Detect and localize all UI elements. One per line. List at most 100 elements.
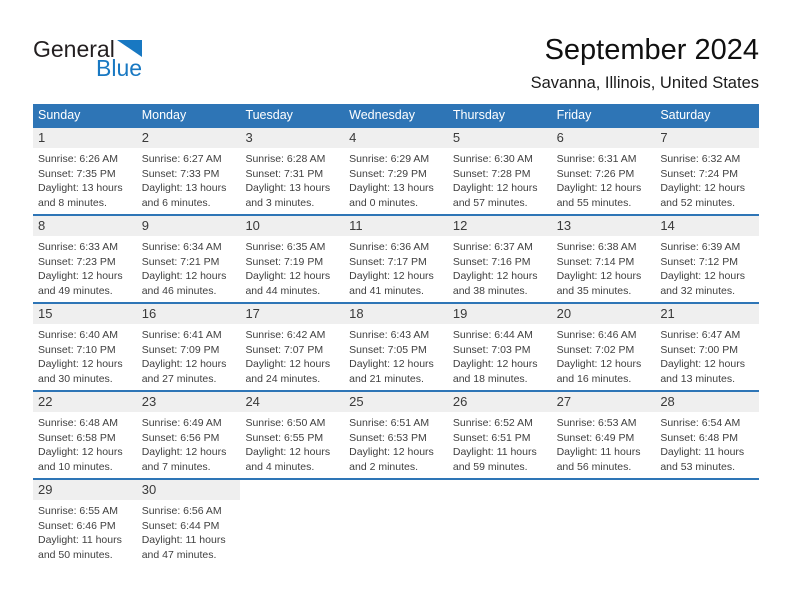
day-cell-30: 30 Sunrise: 6:56 AM Sunset: 6:44 PM Dayligh… xyxy=(136,480,241,566)
sun-info-line: Sunset: 7:07 PM xyxy=(245,343,324,356)
day-number: 16 xyxy=(136,304,241,324)
sun-info-line: Sunset: 7:35 PM xyxy=(38,167,116,180)
day-number: 14 xyxy=(655,216,760,236)
sun-info-line: Sunset: 7:28 PM xyxy=(452,167,531,180)
sun-info-line: Sunset: 7:12 PM xyxy=(660,255,738,268)
sun-info-line: and 56 minutes. xyxy=(556,460,632,473)
day-number: 11 xyxy=(344,216,448,236)
sun-info-line: Daylight: 11 hours xyxy=(660,446,745,459)
sun-info: Sunrise: 6:37 AM Sunset: 7:16 PM Daylight:… xyxy=(448,236,552,298)
sun-info-line: Sunrise: 6:56 AM xyxy=(141,505,222,517)
day-number: 21 xyxy=(655,304,760,324)
sun-info-line: Sunrise: 6:38 AM xyxy=(556,241,637,253)
sun-info-line: Sunrise: 6:46 AM xyxy=(556,329,637,341)
sun-info-line: and 44 minutes. xyxy=(245,284,321,297)
sun-info-line: Sunrise: 6:37 AM xyxy=(452,241,533,253)
sun-info-line: Sunset: 7:33 PM xyxy=(141,167,220,180)
sun-info-line: Sunrise: 6:47 AM xyxy=(660,329,741,341)
sun-info: Sunrise: 6:52 AM Sunset: 6:51 PM Daylight:… xyxy=(448,412,552,474)
sun-info-line: Sunset: 7:02 PM xyxy=(556,343,635,356)
day-number: 7 xyxy=(655,128,760,148)
sun-info-line: and 35 minutes. xyxy=(556,284,632,297)
sun-info: Sunrise: 6:34 AM Sunset: 7:21 PM Daylight:… xyxy=(137,236,241,298)
day-number: 10 xyxy=(240,216,345,236)
sun-info-line: Daylight: 13 hours xyxy=(245,182,331,195)
sun-info: Sunrise: 6:29 AM Sunset: 7:29 PM Daylight:… xyxy=(344,148,448,210)
sun-info: Sunrise: 6:33 AM Sunset: 7:23 PM Daylight:… xyxy=(33,236,137,298)
day-number: 20 xyxy=(551,304,656,324)
day-cell-29: 29 Sunrise: 6:55 AM Sunset: 6:46 PM Dayligh… xyxy=(33,480,137,566)
sun-info-line: Daylight: 12 hours xyxy=(141,358,227,371)
sun-info-line: Sunrise: 6:26 AM xyxy=(38,153,118,165)
logo-text-general: General xyxy=(33,36,115,62)
sun-info-line: Sunset: 7:23 PM xyxy=(38,255,116,268)
sun-info-line: Daylight: 12 hours xyxy=(38,446,123,459)
day-band-empty xyxy=(655,480,759,500)
day-cell-28: 28 Sunrise: 6:54 AM Sunset: 6:48 PM Dayligh… xyxy=(655,392,760,478)
sun-info-line: Sunrise: 6:52 AM xyxy=(452,417,533,429)
sun-info-line: Sunrise: 6:35 AM xyxy=(245,241,326,253)
sun-info-line: Sunrise: 6:40 AM xyxy=(38,329,118,341)
sun-info-line: Sunset: 7:03 PM xyxy=(452,343,531,356)
sun-info-line: and 18 minutes. xyxy=(452,372,528,385)
sun-info-line: Daylight: 11 hours xyxy=(38,534,122,547)
sun-info-line: Daylight: 12 hours xyxy=(245,270,331,283)
week-row: 8 Sunrise: 6:33 AM Sunset: 7:23 PM Daylight… xyxy=(33,214,760,302)
day-cell-16: 16 Sunrise: 6:41 AM Sunset: 7:09 PM Dayligh… xyxy=(136,304,241,390)
sun-info-line: Sunrise: 6:32 AM xyxy=(660,153,741,165)
sun-info-line: Sunset: 7:00 PM xyxy=(660,343,738,356)
sun-info-line: Sunrise: 6:51 AM xyxy=(349,417,430,429)
sun-info-line: Sunrise: 6:44 AM xyxy=(452,329,533,341)
sun-info-line: and 55 minutes. xyxy=(556,196,632,209)
sun-info: Sunrise: 6:46 AM Sunset: 7:02 PM Daylight:… xyxy=(552,324,656,386)
sun-info-line: Daylight: 12 hours xyxy=(556,182,642,195)
logo-triangle-icon xyxy=(116,40,142,57)
sun-info-line: Sunrise: 6:49 AM xyxy=(141,417,222,429)
sun-info-line: Daylight: 12 hours xyxy=(349,358,434,371)
weekday-header-row: Sunday Monday Tuesday Wednesday Thursday Frid… xyxy=(33,104,759,126)
sun-info-line: Sunset: 6:55 PM xyxy=(245,431,324,444)
day-cell-empty xyxy=(655,480,759,566)
day-cell-17: 17 Sunrise: 6:42 AM Sunset: 7:07 PM Dayligh… xyxy=(240,304,345,390)
sun-info-line: and 0 minutes. xyxy=(349,196,419,209)
weekday-header-saturday: Saturday xyxy=(660,108,711,122)
sun-info-line: Daylight: 12 hours xyxy=(245,358,331,371)
week-row: 15 Sunrise: 6:40 AM Sunset: 7:10 PM Dayligh… xyxy=(33,302,760,390)
sun-info-line: Sunset: 7:24 PM xyxy=(660,167,738,180)
sun-info-line: Sunrise: 6:34 AM xyxy=(141,241,222,253)
day-cell-9: 9 Sunrise: 6:34 AM Sunset: 7:21 PM Daylight… xyxy=(136,216,241,302)
location-subtitle: Savanna, Illinois, United States xyxy=(530,74,759,93)
sun-info-line: Sunset: 6:51 PM xyxy=(452,431,531,444)
day-cell-3: 3 Sunrise: 6:28 AM Sunset: 7:31 PM Daylight… xyxy=(240,128,345,214)
day-number: 26 xyxy=(447,392,552,412)
weekday-header-sunday: Sunday xyxy=(38,108,81,122)
day-band-empty xyxy=(448,480,552,500)
sun-info-line: Sunset: 7:17 PM xyxy=(349,255,427,268)
sun-info: Sunrise: 6:39 AM Sunset: 7:12 PM Daylight:… xyxy=(655,236,759,298)
sun-info-line: Daylight: 12 hours xyxy=(245,446,331,459)
calendar-body: 1 Sunrise: 6:26 AM Sunset: 7:35 PM Daylight… xyxy=(33,126,760,566)
sun-info: Sunrise: 6:26 AM Sunset: 7:35 PM Daylight:… xyxy=(33,148,137,210)
sun-info-line: Daylight: 11 hours xyxy=(141,534,226,547)
day-cell-empty xyxy=(448,480,552,566)
sun-info-line: and 24 minutes. xyxy=(245,372,321,385)
sun-info: Sunrise: 6:30 AM Sunset: 7:28 PM Daylight:… xyxy=(448,148,552,210)
sun-info-line: Daylight: 12 hours xyxy=(452,358,538,371)
sun-info-line: Sunrise: 6:30 AM xyxy=(452,153,533,165)
day-cell-empty xyxy=(552,480,656,566)
calendar-table: Sunday Monday Tuesday Wednesday Thursday Frid… xyxy=(33,104,760,566)
page-title: September 2024 xyxy=(544,34,759,66)
sun-info-line: Sunrise: 6:36 AM xyxy=(349,241,430,253)
day-number: 4 xyxy=(344,128,448,148)
sun-info-line: and 13 minutes. xyxy=(660,372,736,385)
day-number: 29 xyxy=(33,480,137,500)
sun-info-line: Sunset: 6:49 PM xyxy=(556,431,635,444)
day-number: 30 xyxy=(136,480,241,500)
weekday-header-thursday: Thursday xyxy=(452,108,505,122)
sun-info-line: Sunrise: 6:41 AM xyxy=(141,329,222,341)
sun-info-line: Daylight: 12 hours xyxy=(452,270,538,283)
sun-info-line: Daylight: 12 hours xyxy=(452,182,538,195)
day-number: 27 xyxy=(551,392,656,412)
day-cell-26: 26 Sunrise: 6:52 AM Sunset: 6:51 PM Dayligh… xyxy=(447,392,552,478)
day-band-empty xyxy=(344,480,448,500)
